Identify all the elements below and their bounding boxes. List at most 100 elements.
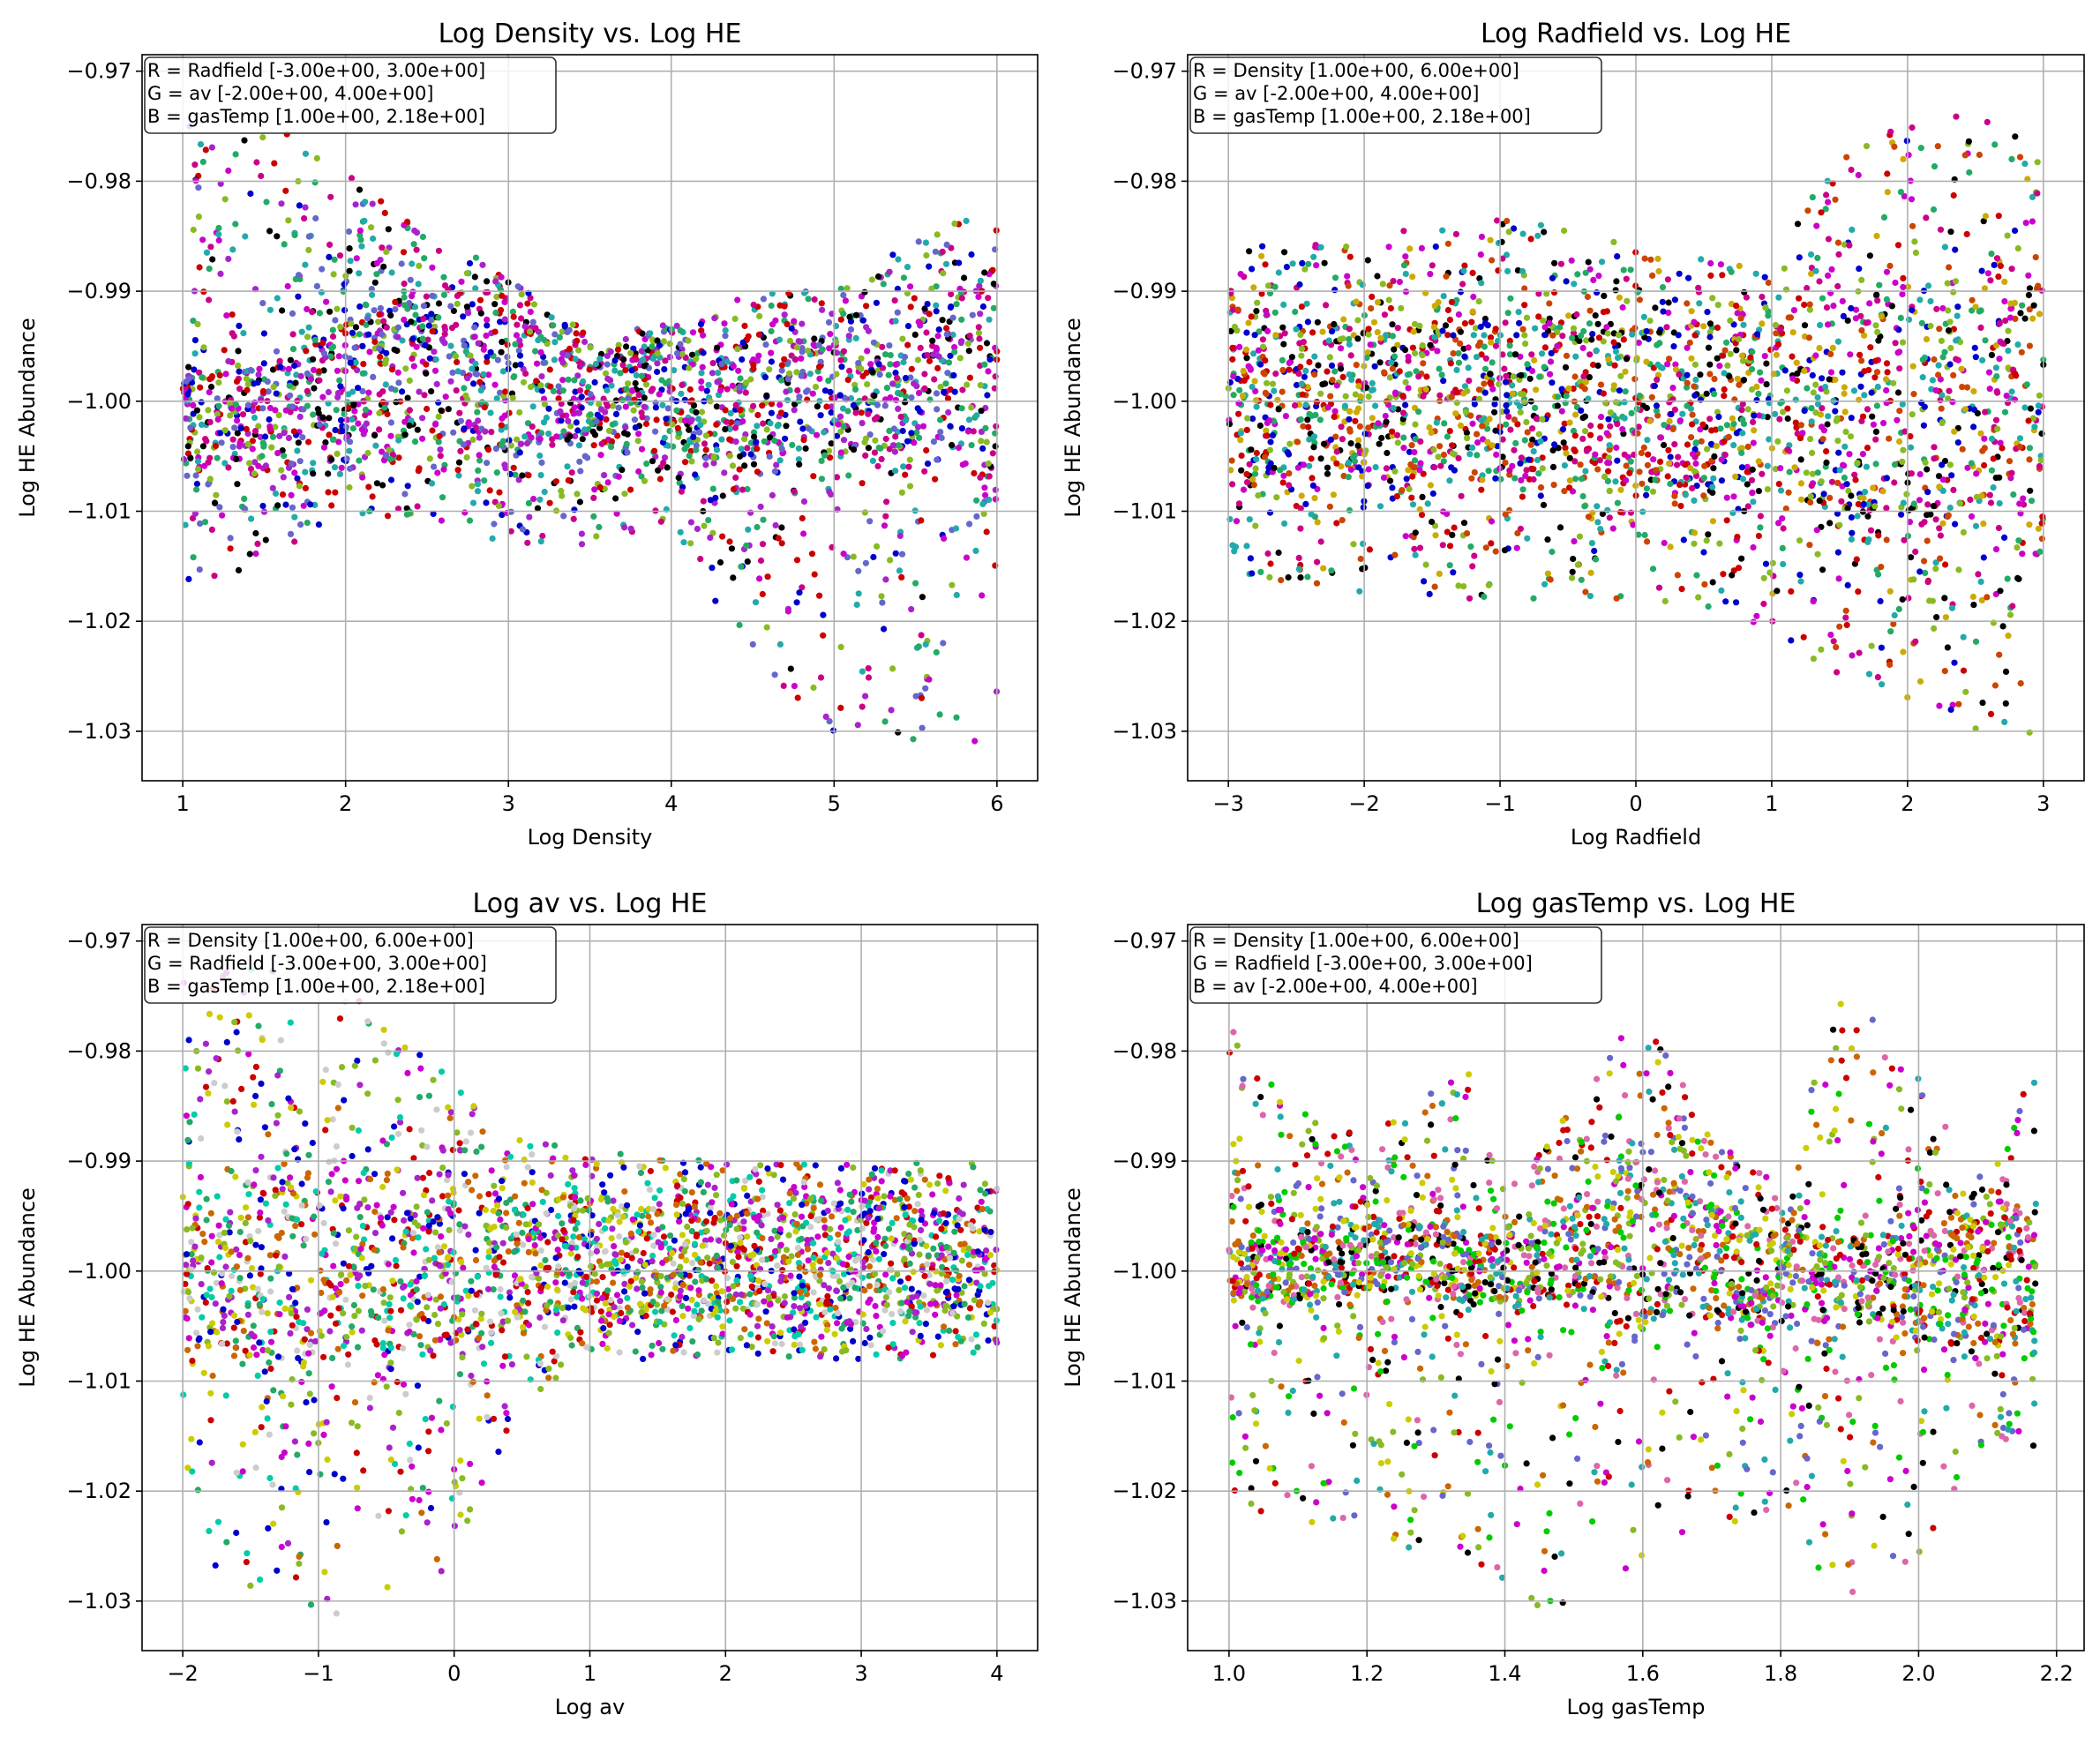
data-point xyxy=(641,394,648,401)
data-point xyxy=(1253,403,1260,410)
data-point xyxy=(1354,317,1361,324)
data-point xyxy=(754,411,761,419)
data-point xyxy=(541,488,548,496)
data-point xyxy=(1460,583,1467,590)
data-point xyxy=(892,468,899,475)
data-point xyxy=(1440,458,1447,465)
data-point xyxy=(628,387,636,394)
data-point xyxy=(406,407,413,414)
data-point xyxy=(1339,436,1346,443)
data-point xyxy=(1938,337,1945,344)
data-point xyxy=(1828,266,1835,273)
data-point xyxy=(287,356,294,363)
data-point xyxy=(1784,415,1791,423)
data-point xyxy=(416,262,423,269)
data-point xyxy=(983,438,990,446)
data-point xyxy=(1930,206,1938,213)
data-point xyxy=(455,472,462,479)
data-point xyxy=(351,408,358,415)
data-point xyxy=(1622,388,1629,395)
data-point xyxy=(756,312,763,319)
data-point xyxy=(1331,413,1338,420)
data-point xyxy=(525,472,532,479)
data-point xyxy=(1503,372,1510,379)
data-point xyxy=(683,442,691,449)
data-point xyxy=(772,521,779,529)
data-point xyxy=(768,409,776,416)
data-point xyxy=(898,550,906,558)
data-point xyxy=(1631,325,1639,332)
data-point xyxy=(901,354,909,361)
data-point xyxy=(1990,484,1997,491)
data-point xyxy=(1523,418,1530,426)
data-point xyxy=(1364,348,1371,356)
data-point xyxy=(940,270,947,277)
data-point xyxy=(612,410,620,417)
data-point xyxy=(409,335,416,342)
data-point xyxy=(906,456,913,463)
data-point xyxy=(232,401,239,408)
data-point xyxy=(1781,367,1789,374)
data-point xyxy=(1699,421,1706,428)
data-point xyxy=(1523,314,1531,321)
data-point xyxy=(346,447,353,454)
data-point xyxy=(207,243,214,251)
data-point xyxy=(591,486,598,493)
data-point xyxy=(1819,436,1826,443)
data-point xyxy=(1383,465,1390,472)
data-point xyxy=(934,364,941,371)
data-point xyxy=(246,550,253,558)
data-point xyxy=(1430,446,1437,453)
data-point xyxy=(1775,294,1782,301)
data-point xyxy=(1628,409,1635,416)
data-point xyxy=(1444,332,1451,339)
data-point xyxy=(1399,487,1406,494)
data-point xyxy=(1843,154,1850,161)
data-point xyxy=(399,388,406,395)
data-point xyxy=(1651,382,1658,389)
data-point xyxy=(908,394,915,401)
data-point xyxy=(882,576,889,583)
data-point xyxy=(689,329,697,336)
data-point xyxy=(1988,435,1996,442)
data-point xyxy=(647,330,654,337)
data-point xyxy=(1389,333,1396,340)
data-point xyxy=(260,360,267,367)
data-point xyxy=(320,350,328,357)
data-point xyxy=(1733,303,1740,310)
data-point xyxy=(768,349,775,356)
data-point xyxy=(1232,543,1240,550)
data-point xyxy=(1227,327,1234,334)
data-point xyxy=(879,599,886,606)
data-point xyxy=(1531,356,1538,363)
data-point xyxy=(739,486,746,493)
data-point xyxy=(661,454,669,461)
data-point xyxy=(698,408,706,416)
data-point xyxy=(184,472,191,479)
data-point xyxy=(275,412,282,419)
data-point xyxy=(1469,269,1476,276)
data-point xyxy=(1589,331,1596,338)
data-point xyxy=(850,446,858,453)
data-point xyxy=(590,442,597,449)
data-point xyxy=(1511,446,1518,453)
data-point xyxy=(620,356,627,363)
data-point xyxy=(2005,327,2012,334)
data-point xyxy=(1623,462,1630,469)
data-point xyxy=(1621,415,1628,422)
data-point xyxy=(1484,425,1491,432)
data-point xyxy=(1295,565,1302,573)
data-point xyxy=(687,519,695,526)
data-point xyxy=(766,366,773,373)
data-point xyxy=(902,471,909,478)
data-point xyxy=(1977,578,1984,586)
data-point xyxy=(1569,568,1576,575)
data-point xyxy=(1659,298,1666,305)
data-point xyxy=(1841,443,1849,450)
data-point xyxy=(1692,460,1699,468)
data-point xyxy=(793,344,801,351)
data-point xyxy=(1579,435,1586,442)
data-point xyxy=(456,409,463,416)
data-point xyxy=(844,377,851,384)
data-point xyxy=(847,394,855,402)
